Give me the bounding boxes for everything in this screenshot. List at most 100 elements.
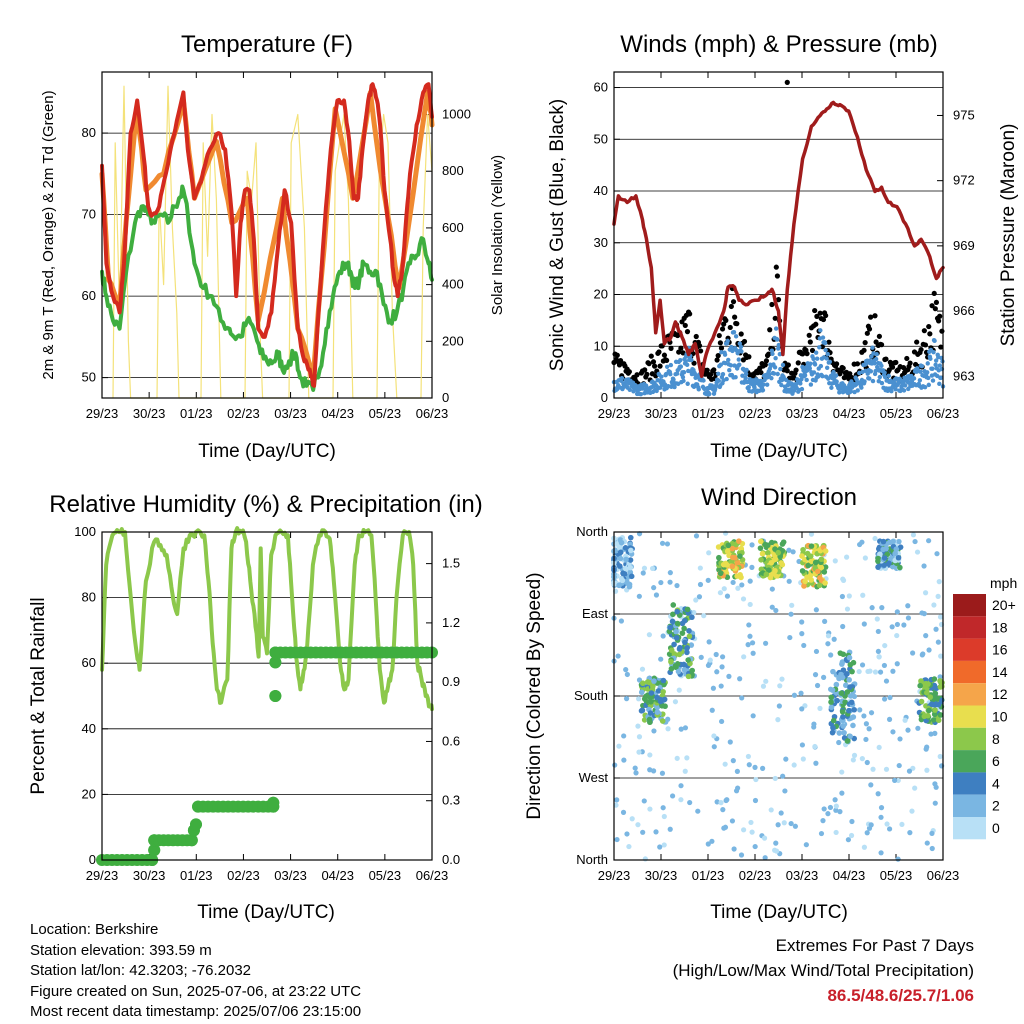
wind-point bbox=[689, 357, 694, 363]
direction-point bbox=[746, 762, 752, 768]
direction-point bbox=[864, 759, 870, 766]
gust-point bbox=[719, 326, 726, 332]
direction-point bbox=[909, 808, 915, 814]
x-tick-label: 04/23 bbox=[321, 406, 354, 421]
gust-point bbox=[921, 328, 927, 334]
direction-point bbox=[868, 782, 874, 788]
direction-point bbox=[686, 627, 692, 634]
direction-point bbox=[660, 805, 666, 811]
wind-point bbox=[811, 356, 816, 362]
direction-point bbox=[628, 573, 635, 580]
legend-label: 8 bbox=[992, 731, 1000, 747]
gust-point bbox=[687, 311, 693, 317]
wind-point bbox=[802, 373, 808, 378]
direction-point bbox=[865, 668, 871, 675]
direction-point bbox=[895, 777, 901, 784]
direction-point bbox=[616, 582, 622, 589]
y-tick-label: 0 bbox=[89, 852, 96, 867]
gust-point bbox=[716, 332, 722, 339]
direction-point bbox=[924, 840, 930, 846]
gust-point bbox=[711, 367, 717, 373]
direction-point bbox=[776, 703, 782, 709]
wind-point bbox=[932, 338, 937, 344]
wind-point bbox=[925, 370, 930, 375]
direction-point bbox=[932, 781, 938, 787]
wind-point bbox=[764, 382, 770, 387]
wind-point bbox=[893, 387, 898, 392]
direction-point bbox=[851, 706, 857, 713]
gust-point bbox=[847, 371, 853, 377]
wind-point bbox=[725, 338, 730, 344]
direction-point bbox=[839, 790, 845, 796]
direction-point bbox=[861, 844, 868, 850]
wind-point bbox=[918, 369, 923, 374]
direction-point bbox=[750, 650, 756, 656]
gust-point bbox=[656, 349, 662, 355]
direction-point bbox=[697, 581, 704, 588]
direction-point bbox=[910, 532, 917, 538]
direction-point bbox=[667, 570, 673, 576]
direction-point bbox=[917, 682, 923, 689]
direction-point bbox=[747, 601, 753, 608]
wind-direction-panel: Wind Direction Direction (Colored By Spe… bbox=[524, 484, 1017, 923]
direction-point bbox=[844, 670, 850, 677]
direction-point bbox=[791, 762, 797, 768]
direction-point bbox=[729, 563, 736, 570]
gust-point bbox=[795, 360, 801, 366]
direction-point bbox=[716, 554, 722, 561]
direction-point bbox=[802, 578, 808, 585]
direction-point bbox=[827, 804, 834, 811]
direction-point bbox=[763, 678, 769, 684]
y-tick-label: 10 bbox=[594, 338, 608, 353]
y2-tick-label: 0.3 bbox=[442, 793, 460, 808]
direction-point bbox=[929, 845, 935, 852]
direction-point bbox=[749, 829, 755, 835]
direction-point bbox=[709, 707, 715, 713]
wind-point bbox=[770, 351, 775, 357]
station-elevation: Station elevation: 393.59 m bbox=[30, 941, 212, 959]
x-tick-label: 03/23 bbox=[786, 406, 819, 421]
wind-point bbox=[659, 374, 664, 379]
gust-point bbox=[812, 307, 818, 314]
direction-point bbox=[636, 677, 643, 683]
direction-point bbox=[739, 695, 745, 701]
wind-point bbox=[808, 361, 813, 366]
x-tick-label: 29/23 bbox=[86, 868, 119, 883]
direction-point bbox=[635, 723, 641, 729]
direction-point bbox=[738, 545, 745, 552]
wind-point bbox=[771, 371, 777, 376]
direction-point bbox=[763, 640, 769, 646]
direction-point bbox=[720, 807, 726, 813]
direction-point bbox=[705, 662, 712, 669]
direction-point bbox=[914, 549, 921, 555]
direction-point bbox=[924, 767, 930, 773]
direction-point bbox=[707, 657, 713, 663]
gust-point bbox=[741, 338, 748, 345]
gust-point bbox=[932, 306, 938, 312]
direction-point bbox=[877, 669, 884, 675]
direction-point bbox=[856, 668, 862, 675]
gust-point bbox=[809, 347, 816, 354]
direction-point bbox=[635, 822, 641, 828]
direction-point bbox=[875, 791, 881, 797]
direction-point bbox=[897, 564, 903, 571]
direction-point bbox=[812, 743, 818, 750]
y-tick-label: 40 bbox=[594, 183, 608, 198]
gust-point bbox=[904, 355, 910, 362]
direction-point bbox=[696, 594, 703, 600]
direction-point bbox=[901, 622, 907, 628]
gust-point bbox=[730, 299, 737, 305]
direction-point bbox=[772, 847, 778, 853]
wind-point bbox=[824, 365, 830, 370]
direction-point bbox=[639, 707, 646, 714]
wind-point bbox=[870, 345, 875, 350]
direction-point bbox=[759, 550, 766, 557]
direction-point bbox=[845, 837, 851, 843]
direction-point bbox=[623, 667, 629, 673]
direction-point bbox=[682, 639, 688, 646]
direction-point bbox=[836, 730, 843, 736]
gust-point bbox=[813, 321, 819, 327]
gust-point bbox=[772, 315, 778, 321]
gust-point bbox=[807, 339, 813, 345]
winds-title: Winds (mph) & Pressure (mb) bbox=[620, 31, 937, 58]
